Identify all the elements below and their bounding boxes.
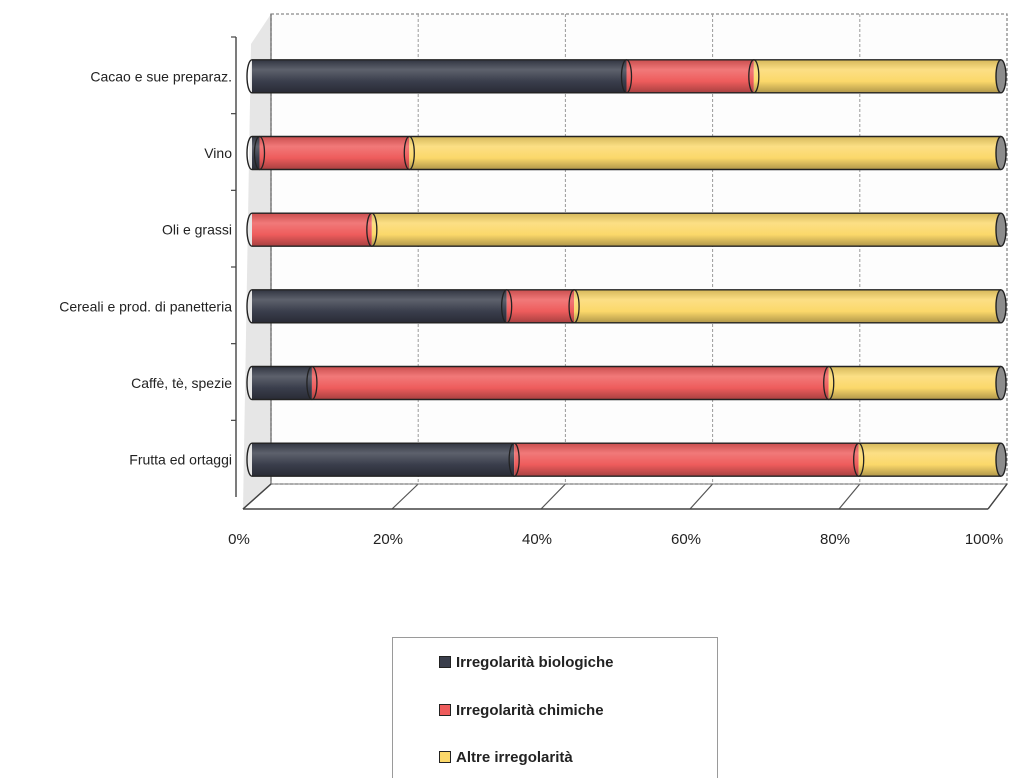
floor-gridline bbox=[391, 483, 419, 510]
legend-swatch-biologiche bbox=[439, 656, 451, 668]
floor-gridline bbox=[689, 483, 714, 510]
bar-cap-left bbox=[246, 135, 253, 171]
bar-segment-chimiche bbox=[311, 366, 829, 400]
bar-segment-chimiche bbox=[259, 136, 410, 170]
bar-cap-right bbox=[995, 442, 1007, 477]
x-tick-label: 100% bbox=[965, 531, 1003, 548]
bar-cap-right bbox=[995, 59, 1007, 94]
x-tick-label: 40% bbox=[522, 531, 552, 548]
bar-cap-left bbox=[246, 212, 253, 247]
legend-label-biologiche: Irregolarità biologiche bbox=[456, 653, 614, 671]
x-tick-label: 20% bbox=[373, 531, 403, 548]
bar-cap-right bbox=[995, 135, 1007, 171]
bar-segment-biologiche bbox=[252, 443, 515, 477]
legend-label-altre: Altre irregolarità bbox=[456, 748, 573, 766]
bar-cap-left bbox=[246, 59, 253, 94]
bar-segment-irregolarità bbox=[574, 289, 1001, 323]
floor-left-edge bbox=[242, 483, 272, 510]
bar-segment-chimiche bbox=[514, 443, 859, 477]
bar-cap-left bbox=[246, 365, 253, 401]
bar-segment-biologiche bbox=[252, 366, 312, 400]
bar-segment-irregolarità bbox=[753, 59, 1001, 93]
category-label: Oli e grassi bbox=[162, 222, 232, 238]
category-label: Cacao e sue preparaz. bbox=[90, 68, 232, 84]
x-tick-label: 80% bbox=[820, 531, 850, 548]
floor-gridline bbox=[540, 483, 566, 510]
bar-segment-biologiche bbox=[252, 59, 627, 93]
legend-swatch-altre bbox=[439, 751, 451, 763]
legend: Irregolarità biologiche Irregolarità chi… bbox=[392, 637, 718, 778]
bar-segment-irregolarità bbox=[828, 366, 1001, 400]
bar-segment-biologiche bbox=[252, 289, 507, 323]
category-label: Cereali e prod. di panetteria bbox=[59, 298, 232, 314]
category-label: Vino bbox=[204, 145, 232, 161]
bar-segment-irregolarità bbox=[858, 443, 1001, 477]
legend-item-chimiche: Irregolarità chimiche bbox=[439, 699, 604, 721]
legend-swatch-chimiche bbox=[439, 704, 451, 716]
bar-segment-irregolarità bbox=[409, 136, 1001, 170]
bar-cap-left bbox=[246, 442, 253, 477]
category-label: Frutta ed ortaggi bbox=[129, 452, 232, 468]
bar-cap-right bbox=[995, 289, 1007, 324]
legend-label-chimiche: Irregolarità chimiche bbox=[456, 701, 604, 719]
legend-item-biologiche: Irregolarità biologiche bbox=[439, 651, 614, 673]
bar-cap-right bbox=[995, 365, 1007, 401]
bar-segment-chimiche bbox=[626, 59, 754, 93]
bar-segment-chimiche bbox=[252, 213, 372, 247]
floor-right-edge bbox=[987, 483, 1008, 510]
bar-cap-left bbox=[246, 289, 253, 324]
x-tick-label: 60% bbox=[671, 531, 701, 548]
stacked-bar-chart: 0% 20% 40% 60% 80% 100% Cacao e sue preparaz. V… bbox=[59, 13, 1008, 548]
bar-segment-biologiche bbox=[252, 136, 260, 170]
bar-segment-chimiche bbox=[506, 289, 575, 323]
bar-cap-right bbox=[995, 212, 1007, 247]
category-label: Caffè, tè, spezie bbox=[131, 375, 232, 391]
floor-gridline bbox=[838, 483, 861, 510]
legend-item-altre: Altre irregolarità bbox=[439, 746, 573, 768]
x-tick-label: 0% bbox=[228, 531, 250, 548]
bar-segment-irregolarità bbox=[371, 213, 1002, 247]
